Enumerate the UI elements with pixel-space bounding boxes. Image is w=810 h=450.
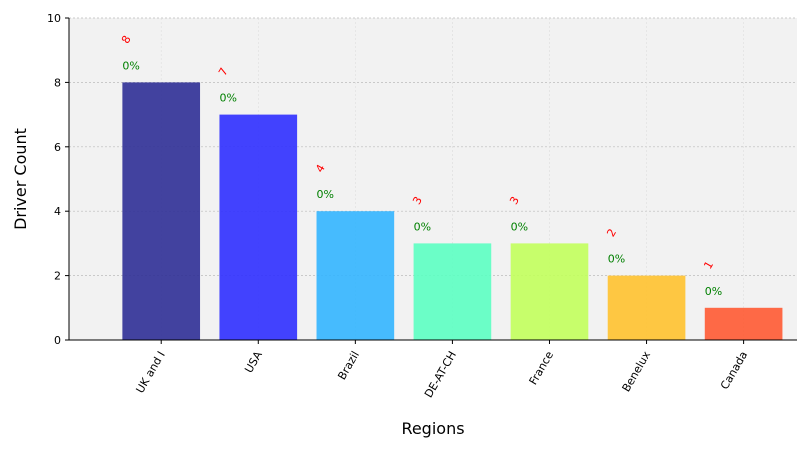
bar — [413, 243, 492, 340]
percent-label: 0% — [511, 220, 528, 233]
percent-label: 0% — [317, 188, 334, 201]
y-tick-label: 10 — [47, 12, 61, 25]
axes-group — [68, 18, 797, 341]
y-tick-label: 8 — [54, 76, 61, 89]
y-axis-title: Driver Count — [11, 128, 30, 230]
x-tick-label: USA — [242, 349, 265, 376]
x-tick-label: Canada — [718, 349, 750, 392]
bar — [704, 307, 783, 340]
y-ticks-group: 0 2 4 6 8 10 — [47, 12, 69, 347]
y-tick-label: 2 — [54, 270, 61, 283]
percent-label: 0% — [414, 220, 431, 233]
x-tick-label: Brazil — [335, 349, 362, 382]
bars-group — [122, 82, 783, 341]
x-axis-title: Regions — [401, 419, 464, 438]
y-tick-label: 6 — [54, 141, 61, 154]
percent-label: 0% — [705, 285, 722, 298]
percent-label: 0% — [122, 59, 139, 72]
y-tick-label: 0 — [54, 334, 61, 347]
percent-label: 0% — [608, 253, 625, 266]
x-ticks-group: UK and I USA Brazil DE-AT-CH France Benelux Ca… — [133, 340, 750, 400]
bar — [316, 211, 395, 340]
x-tick-label: UK and I — [133, 349, 167, 396]
percent-label: 0% — [219, 92, 236, 105]
bar — [219, 114, 298, 340]
y-tick-label: 4 — [54, 205, 61, 218]
bar — [510, 243, 589, 340]
x-tick-label: France — [527, 349, 557, 387]
x-tick-label: DE-AT-CH — [422, 349, 459, 400]
x-tick-label: Benelux — [620, 349, 654, 395]
bar — [122, 82, 201, 341]
bar — [607, 275, 686, 340]
